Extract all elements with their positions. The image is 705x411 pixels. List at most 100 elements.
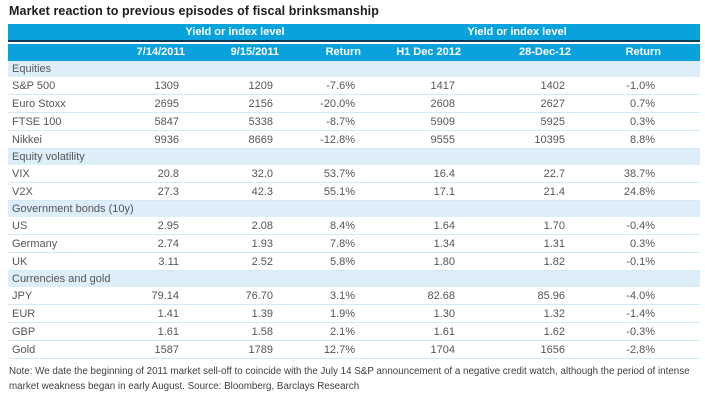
value-cell: 1417 — [367, 77, 468, 95]
table-row: Germany 2.74 1.93 7.8% 1.34 1.31 0.3% — [8, 235, 701, 253]
value-cell: 2627 — [467, 95, 578, 113]
value-cell: 2695 — [103, 95, 191, 113]
section-label: Equity volatility — [8, 149, 701, 165]
row-label: Gold — [8, 341, 103, 359]
row-label: GBP — [8, 323, 103, 341]
value-cell: -1.4% — [577, 305, 668, 323]
value-cell: 1.80 — [367, 253, 468, 271]
value-cell: 24.8% — [577, 183, 668, 201]
value-cell: 3.11 — [103, 253, 191, 271]
section-label: Government bonds (10y) — [8, 201, 701, 217]
value-cell: -12.8% — [285, 131, 368, 149]
market-reaction-table: Yield or index level Yield or index leve… — [8, 24, 701, 359]
row-spacer — [667, 217, 701, 235]
row-label: VIX — [8, 165, 103, 183]
table-row: Nikkei 9936 8669 -12.8% 9555 10395 8.8% — [8, 131, 701, 149]
value-cell: 12.7% — [285, 341, 368, 359]
table-row: Euro Stoxx 2695 2156 -20.0% 2608 2627 0.7% — [8, 95, 701, 113]
value-cell: 5.8% — [285, 253, 368, 271]
row-label: JPY — [8, 287, 103, 305]
value-cell: 10395 — [467, 131, 578, 149]
value-cell: 3.1% — [285, 287, 368, 305]
value-cell: 8.8% — [577, 131, 668, 149]
table-row: Gold 1587 1789 12.7% 1704 1656 -2.8% — [8, 341, 701, 359]
group-header-2011: Yield or index level — [103, 24, 368, 42]
page-title: Market reaction to previous episodes of … — [9, 4, 379, 18]
row-label: Euro Stoxx — [8, 95, 103, 113]
row-spacer — [667, 131, 701, 149]
value-cell: 76.70 — [191, 287, 285, 305]
value-cell: 9555 — [367, 131, 468, 149]
value-cell: 8.4% — [285, 217, 368, 235]
value-cell: 21.4 — [467, 183, 578, 201]
value-cell: 32.0 — [191, 165, 285, 183]
value-cell: -8.7% — [285, 113, 368, 131]
value-cell: -0.1% — [577, 253, 668, 271]
value-cell: 1309 — [103, 77, 191, 95]
row-label: UK — [8, 253, 103, 271]
group-header-2012: Yield or index level — [367, 24, 668, 42]
value-cell: 2.95 — [103, 217, 191, 235]
value-cell: 2.74 — [103, 235, 191, 253]
research-table-exhibit: Market reaction to previous episodes of … — [8, 4, 701, 393]
value-cell: 1.62 — [467, 323, 578, 341]
value-cell: 1.41 — [103, 305, 191, 323]
section-row: Government bonds (10y) — [8, 201, 701, 217]
value-cell: 38.7% — [577, 165, 668, 183]
value-cell: 85.96 — [467, 287, 578, 305]
value-cell: 16.4 — [367, 165, 468, 183]
table-row: S&P 500 1309 1209 -7.6% 1417 1402 -1.0% — [8, 77, 701, 95]
value-cell: 2.52 — [191, 253, 285, 271]
value-cell: 1.61 — [103, 323, 191, 341]
value-cell: 27.3 — [103, 183, 191, 201]
section-label: Currencies and gold — [8, 271, 701, 287]
table-row: JPY 79.14 76.70 3.1% 82.68 85.96 -4.0% — [8, 287, 701, 305]
value-cell: 1.64 — [367, 217, 468, 235]
row-label: EUR — [8, 305, 103, 323]
row-spacer — [667, 165, 701, 183]
section-row: Equities — [8, 61, 701, 77]
value-cell: 5925 — [467, 113, 578, 131]
value-cell: 42.3 — [191, 183, 285, 201]
value-cell: 55.1% — [285, 183, 368, 201]
value-cell: 0.3% — [577, 113, 668, 131]
row-spacer — [667, 323, 701, 341]
row-spacer — [667, 95, 701, 113]
row-label: V2X — [8, 183, 103, 201]
value-cell: -0.4% — [577, 217, 668, 235]
value-cell: 1789 — [191, 341, 285, 359]
value-cell: 1.58 — [191, 323, 285, 341]
value-cell: 8669 — [191, 131, 285, 149]
section-label: Equities — [8, 61, 701, 77]
column-header-date1: 7/14/2011 — [103, 42, 191, 61]
table-row: US 2.95 2.08 8.4% 1.64 1.70 -0.4% — [8, 217, 701, 235]
row-label: Nikkei — [8, 131, 103, 149]
column-header-spacer — [667, 42, 701, 61]
value-cell: 2.1% — [285, 323, 368, 341]
value-cell: 1587 — [103, 341, 191, 359]
value-cell: 79.14 — [103, 287, 191, 305]
value-cell: 1704 — [367, 341, 468, 359]
row-spacer — [667, 113, 701, 131]
value-cell: 1.93 — [191, 235, 285, 253]
table-row: UK 3.11 2.52 5.8% 1.80 1.82 -0.1% — [8, 253, 701, 271]
value-cell: 1.32 — [467, 305, 578, 323]
footnote: Note: We date the beginning of 2011 mark… — [9, 366, 690, 393]
value-cell: 2156 — [191, 95, 285, 113]
group-header-right-spacer — [667, 24, 701, 42]
value-cell: 7.8% — [285, 235, 368, 253]
value-cell: 1.39 — [191, 305, 285, 323]
row-label: Germany — [8, 235, 103, 253]
value-cell: 1402 — [467, 77, 578, 95]
table-row: V2X 27.3 42.3 55.1% 17.1 21.4 24.8% — [8, 183, 701, 201]
value-cell: -4.0% — [577, 287, 668, 305]
row-label: FTSE 100 — [8, 113, 103, 131]
value-cell: -1.0% — [577, 77, 668, 95]
value-cell: 1.61 — [367, 323, 468, 341]
value-cell: -20.0% — [285, 95, 368, 113]
row-spacer — [667, 305, 701, 323]
value-cell: 20.8 — [103, 165, 191, 183]
group-header-row: Yield or index level Yield or index leve… — [8, 24, 701, 42]
value-cell: 17.1 — [367, 183, 468, 201]
table-row: GBP 1.61 1.58 2.1% 1.61 1.62 -0.3% — [8, 323, 701, 341]
